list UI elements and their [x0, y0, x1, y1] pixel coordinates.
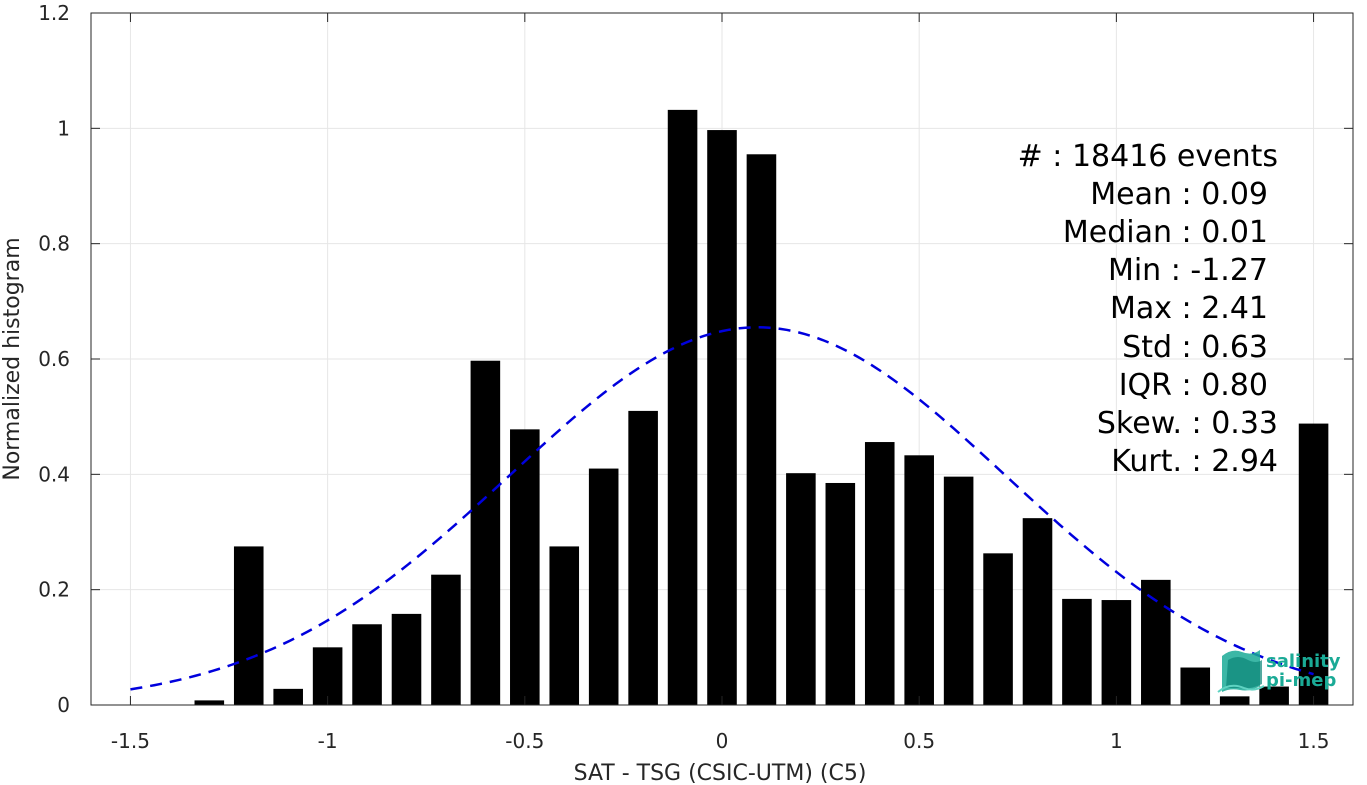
histogram-bar — [588, 468, 619, 705]
stat-events: # : 18416 events — [1018, 139, 1278, 174]
histogram-bar — [1180, 667, 1211, 705]
x-tick-label: -1 — [318, 729, 338, 753]
histogram-bar — [312, 647, 343, 705]
histogram-bar — [549, 546, 580, 705]
x-tick-label: -0.5 — [505, 729, 544, 753]
y-tick-label: 1.2 — [38, 1, 70, 25]
histogram-bar — [786, 473, 816, 705]
stat-std: Std : 0.63 — [1122, 330, 1268, 365]
histogram-bar — [628, 410, 658, 705]
logo-line1: salinity — [1266, 651, 1341, 672]
histogram-bar — [1141, 579, 1171, 705]
y-axis-label: Normalized histogram — [0, 237, 25, 480]
stat-iqr: IQR : 0.80 — [1119, 368, 1268, 403]
histogram-bar — [233, 546, 264, 705]
histogram-bar — [1022, 518, 1053, 705]
gaussian-fit-curve — [130, 326, 1314, 691]
histogram-bar — [943, 476, 974, 705]
x-tick-label: 0 — [716, 729, 729, 753]
x-axis-label: SAT - TSG (CSIC-UTM) (C5) — [574, 761, 867, 785]
y-tick-labels: 0 0.2 0.4 0.6 0.8 1 1.2 — [38, 1, 70, 717]
x-tick-label: 0.5 — [903, 729, 935, 753]
y-tick-label: 0.8 — [38, 232, 70, 256]
stat-min: Min : -1.27 — [1108, 253, 1268, 288]
axis-ticks — [91, 12, 1353, 706]
y-tick-label: 0.4 — [38, 462, 70, 486]
x-tick-label: -1.5 — [111, 729, 150, 753]
histogram-bar — [1219, 696, 1250, 705]
histogram-bar — [983, 553, 1013, 705]
histogram-bar — [746, 154, 777, 706]
histogram-bar — [431, 574, 461, 705]
histogram-bar — [1298, 423, 1329, 705]
histogram-bar — [1062, 598, 1092, 705]
y-tick-label: 0.2 — [38, 578, 70, 602]
x-tick-labels: -1.5 -1 -0.5 0 0.5 1 1.5 — [111, 729, 1330, 753]
histogram-bar — [510, 429, 540, 705]
x-tick-label: 1 — [1110, 729, 1123, 753]
stat-kurt: Kurt. : 2.94 — [1111, 444, 1278, 479]
histogram-bar — [864, 442, 895, 705]
histogram-bar — [667, 109, 698, 705]
stat-skew: Skew. : 0.33 — [1097, 406, 1278, 441]
statistics-annotation: # : 18416 events Mean : 0.09 Median : 0.… — [1018, 139, 1278, 479]
histogram-bar — [391, 613, 422, 705]
histogram-bar — [273, 688, 303, 705]
histogram-bar — [904, 455, 934, 705]
y-tick-label: 0 — [57, 693, 70, 717]
stat-mean: Mean : 0.09 — [1090, 177, 1268, 212]
salinity-pimep-logo: salinity pi-mep — [1217, 650, 1341, 693]
histogram-bar — [1259, 686, 1289, 705]
histogram-bar — [470, 360, 501, 705]
x-tick-label: 1.5 — [1298, 729, 1330, 753]
logo-wave-icon — [1217, 650, 1265, 693]
histogram-bar — [194, 700, 225, 705]
stat-median: Median : 0.01 — [1063, 215, 1268, 250]
histogram-bar — [707, 130, 737, 705]
histogram-bars — [194, 109, 1329, 706]
histogram-bar — [1101, 600, 1132, 705]
histogram-bar — [825, 482, 856, 705]
histogram-bar — [352, 624, 382, 705]
y-tick-label: 0.6 — [38, 347, 70, 371]
stat-max: Max : 2.41 — [1110, 291, 1268, 326]
y-tick-label: 1 — [57, 116, 70, 140]
logo-line2: pi-mep — [1266, 670, 1336, 691]
